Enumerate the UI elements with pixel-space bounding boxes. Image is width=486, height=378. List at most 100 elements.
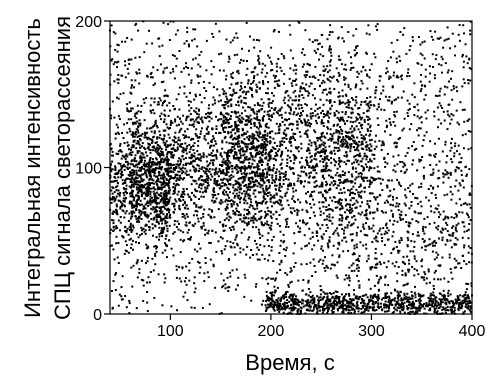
scatter-point-3990 bbox=[350, 62, 353, 65]
scatter-point-3863 bbox=[174, 131, 177, 134]
scatter-point-1981 bbox=[321, 193, 324, 196]
scatter-point-2694 bbox=[280, 204, 283, 207]
scatter-point-115 bbox=[152, 190, 155, 193]
scatter-point-3037 bbox=[242, 167, 245, 170]
scatter-point-254 bbox=[109, 228, 112, 231]
scatter-point-3774 bbox=[346, 178, 349, 181]
scatter-point-1604 bbox=[148, 184, 151, 187]
scatter-point-2160 bbox=[292, 167, 295, 170]
scatter-point-3847 bbox=[305, 121, 308, 124]
scatter-point-2603 bbox=[224, 161, 227, 164]
scatter-point-635 bbox=[118, 193, 121, 196]
scatter-point-2924 bbox=[310, 144, 313, 147]
scatter-point-2936 bbox=[334, 180, 337, 183]
scatter-point-4199 bbox=[405, 52, 408, 55]
scatter-point-1214 bbox=[145, 189, 148, 192]
scatter-point-2227 bbox=[253, 189, 256, 192]
scatter-point-3571 bbox=[398, 137, 401, 139]
scatter-point-3869 bbox=[322, 55, 325, 58]
scatter-point-2301 bbox=[330, 150, 333, 153]
scatter-point-2383 bbox=[292, 91, 295, 94]
scatter-point-4212 bbox=[412, 39, 414, 42]
scatter-point-3565 bbox=[428, 153, 431, 156]
scatter-point-621 bbox=[129, 237, 132, 240]
scatter-point-2095 bbox=[255, 113, 258, 116]
scatter-point-4743 bbox=[449, 190, 452, 193]
scatter-point-4802 bbox=[354, 207, 357, 209]
scatter-point-4125 bbox=[355, 96, 358, 98]
scatter-point-3789 bbox=[359, 191, 362, 194]
scatter-point-738 bbox=[135, 209, 138, 212]
scatter-point-4996 bbox=[123, 200, 126, 203]
scatter-point-2627 bbox=[260, 178, 263, 181]
scatter-point-4929 bbox=[336, 247, 339, 250]
scatter-point-2283 bbox=[248, 194, 251, 197]
scatter-point-2459 bbox=[366, 144, 369, 147]
scatter-point-4105 bbox=[195, 128, 198, 131]
scatter-point-643 bbox=[154, 149, 157, 152]
scatter-point-4944 bbox=[158, 238, 160, 241]
scatter-point-4257 bbox=[110, 114, 113, 117]
scatter-point-4655 bbox=[188, 262, 191, 264]
scatter-point-3297 bbox=[459, 184, 462, 187]
scatter-point-1804 bbox=[186, 145, 189, 148]
scatter-point-4624 bbox=[380, 233, 383, 236]
scatter-point-1551 bbox=[253, 208, 256, 211]
scatter-point-2795 bbox=[240, 99, 243, 102]
scatter-point-2177 bbox=[308, 92, 311, 95]
scatter-point-3173 bbox=[304, 123, 307, 126]
scatter-point-2003 bbox=[337, 174, 340, 177]
scatter-point-1670 bbox=[164, 142, 167, 145]
scatter-point-1881 bbox=[258, 160, 260, 163]
scatter-point-2806 bbox=[238, 134, 241, 137]
scatter-point-207 bbox=[160, 188, 163, 191]
scatter-point-4440 bbox=[206, 125, 209, 128]
scatter-point-3891 bbox=[127, 72, 130, 75]
scatter-point-3269 bbox=[418, 160, 421, 163]
scatter-point-1856 bbox=[178, 123, 180, 126]
scatter-point-1013 bbox=[239, 160, 242, 163]
scatter-point-2858 bbox=[317, 239, 320, 242]
scatter-point-2106 bbox=[328, 47, 331, 50]
scatter-point-1535 bbox=[243, 221, 246, 224]
scatter-point-4848 bbox=[259, 217, 262, 220]
scatter-point-3865 bbox=[329, 24, 332, 27]
scatter-point-4048 bbox=[156, 124, 158, 127]
scatter-point-4196 bbox=[355, 143, 358, 146]
scatter-point-3618 bbox=[438, 237, 440, 240]
scatter-point-2287 bbox=[314, 141, 317, 144]
scatter-point-1219 bbox=[204, 172, 207, 175]
scatter-point-4516 bbox=[364, 69, 367, 72]
scatter-point-390 bbox=[129, 192, 132, 195]
scatter-point-3579 bbox=[327, 204, 330, 207]
scatter-point-1427 bbox=[159, 166, 162, 169]
scatter-point-2713 bbox=[289, 141, 292, 144]
scatter-point-2157 bbox=[322, 141, 325, 144]
scatter-point-2497 bbox=[310, 155, 313, 158]
scatter-point-3352 bbox=[463, 260, 466, 263]
scatter-point-4023 bbox=[195, 157, 198, 160]
scatter-point-3635 bbox=[467, 148, 470, 151]
scatter-point-1582 bbox=[145, 136, 148, 139]
scatter-point-251 bbox=[130, 210, 133, 213]
scatter-point-4361 bbox=[129, 109, 132, 112]
scatter-point-4394 bbox=[283, 57, 286, 60]
scatter-point-3069 bbox=[280, 172, 283, 175]
scatter-point-4897 bbox=[417, 212, 420, 215]
scatter-point-3551 bbox=[458, 211, 461, 214]
scatter-point-3094 bbox=[360, 165, 363, 167]
scatter-point-3073 bbox=[238, 191, 241, 194]
scatter-point-1827 bbox=[199, 206, 202, 209]
scatter-point-4777 bbox=[131, 285, 134, 288]
scatter-point-3721 bbox=[423, 134, 426, 137]
scatter-point-2993 bbox=[230, 83, 233, 86]
scatter-point-4163 bbox=[122, 92, 125, 95]
scatter-point-3019 bbox=[264, 168, 267, 171]
scatter-point-2792 bbox=[281, 158, 284, 161]
scatter-point-3323 bbox=[449, 149, 452, 152]
scatter-point-103 bbox=[135, 173, 138, 176]
scatter-point-878 bbox=[140, 161, 143, 164]
scatter-point-3243 bbox=[288, 118, 291, 120]
scatter-point-2660 bbox=[328, 168, 330, 171]
scatter-point-2701 bbox=[275, 168, 278, 171]
